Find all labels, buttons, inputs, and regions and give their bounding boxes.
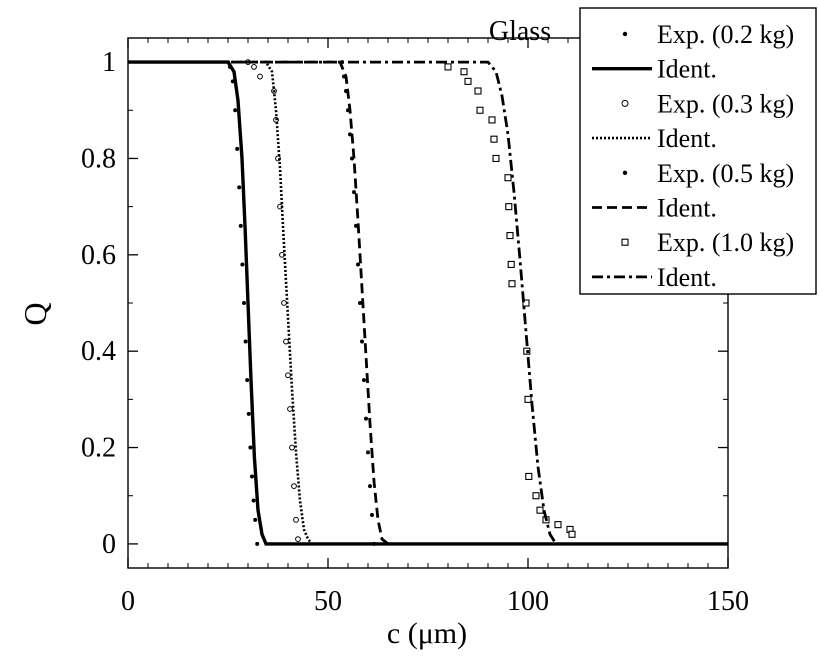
series-3-line — [128, 60, 728, 546]
series-2-point-14 — [293, 516, 299, 523]
series-0-point-5 — [238, 223, 243, 228]
x-axis-label: c (μm) — [387, 617, 467, 650]
series-2-point-1 — [251, 64, 257, 70]
legend-label-6: Exp. (1.0 kg) — [657, 228, 794, 257]
series-2-point-15 — [295, 536, 301, 542]
series-6-point-1 — [460, 68, 468, 76]
series-6-point-8 — [504, 174, 512, 182]
series-2-point-9 — [283, 338, 289, 345]
series-0-point-15 — [255, 541, 260, 546]
series-4-point-15 — [370, 513, 374, 517]
series-0-point-7 — [242, 301, 246, 305]
legend-label-3: Ident. — [657, 124, 717, 153]
y-tick-label: 0 — [102, 529, 116, 560]
series-4-point-14 — [368, 484, 372, 489]
legend-swatch-2 — [621, 99, 629, 107]
series-6-point-9 — [505, 203, 513, 211]
series-6-point-22 — [568, 530, 576, 538]
legend-label-5: Ident. — [657, 194, 717, 223]
series-6-point-11 — [507, 260, 515, 269]
series-4-point-11 — [362, 378, 366, 383]
series-0-point-8 — [243, 339, 248, 344]
series-2-point-10 — [285, 372, 291, 379]
series-4-point-8 — [356, 262, 360, 267]
y-tick-label: 0.4 — [81, 336, 116, 367]
series-0-point-2 — [233, 108, 238, 113]
series-6-point-16 — [525, 472, 533, 481]
series-2-point-2 — [257, 73, 263, 80]
series-5-line — [128, 60, 728, 546]
legend-label-1: Ident. — [657, 55, 717, 84]
legend-label-7: Ident. — [657, 263, 717, 292]
series-6-point-6 — [490, 135, 498, 143]
y-tick-label: 0.8 — [81, 143, 116, 174]
series-0-point-12 — [250, 474, 254, 479]
series-6-point-15 — [524, 395, 532, 403]
series-6-point-2 — [464, 77, 472, 85]
series-6-point-7 — [492, 154, 500, 163]
series-2-point-12 — [289, 444, 295, 451]
plot-marks — [128, 59, 728, 546]
series-4-point-9 — [358, 301, 362, 305]
series-6-point-18 — [536, 506, 544, 514]
series-2-point-13 — [291, 483, 297, 489]
series-6-point-4 — [476, 106, 484, 114]
series-0-point-11 — [248, 445, 253, 450]
legend-swatch-6 — [621, 238, 629, 246]
series-6-point-13 — [522, 299, 530, 307]
series-4-point-6 — [352, 190, 356, 195]
series-6-point-12 — [508, 280, 516, 288]
series-6-point-3 — [474, 87, 482, 95]
legend: Exp. (0.2 kg) Ident. Exp. (0.3 kg) Ident. Ex… — [579, 7, 817, 295]
series-4-point-12 — [364, 416, 368, 421]
y-tick-label: 1 — [102, 47, 116, 78]
series-0-point-4 — [237, 185, 242, 190]
series-2-point-11 — [287, 406, 293, 412]
series-7-line — [128, 60, 728, 546]
series-0-point-10 — [246, 411, 251, 416]
legend-swatch-0 — [622, 31, 628, 37]
x-tick-label: 100 — [507, 586, 549, 617]
series-6-point-0 — [444, 63, 452, 71]
series-6-point-20 — [554, 521, 562, 529]
legend-swatch-4 — [622, 170, 628, 175]
legend-label-0: Exp. (0.2 kg) — [657, 20, 794, 49]
y-tick-label: 0.2 — [81, 433, 116, 464]
legend-label-4: Exp. (0.5 kg) — [657, 159, 794, 188]
legend-box — [579, 7, 817, 295]
series-0-point-13 — [251, 498, 256, 503]
series-2-point-8 — [281, 300, 287, 306]
chart-annotation: Glass — [489, 16, 551, 47]
y-tick-label: 0.6 — [81, 240, 116, 271]
legend-label-2: Exp. (0.3 kg) — [657, 89, 794, 118]
series-0-point-3 — [235, 146, 240, 151]
series-0-point-14 — [253, 517, 258, 522]
series-1-line — [128, 60, 728, 546]
x-tick-label: 50 — [314, 586, 342, 617]
x-tick-label: 150 — [707, 586, 749, 617]
series-0-point-9 — [245, 378, 250, 383]
y-axis-label: Q — [17, 302, 53, 325]
series-4-point-10 — [360, 339, 364, 344]
x-tick-label: 0 — [121, 586, 135, 617]
series-4-point-13 — [366, 450, 370, 455]
series-6-point-17 — [532, 492, 540, 500]
series-0-point-6 — [240, 262, 245, 267]
series-6-point-10 — [506, 231, 514, 240]
series-6-point-5 — [488, 116, 496, 124]
series-4-point-16 — [372, 541, 376, 546]
